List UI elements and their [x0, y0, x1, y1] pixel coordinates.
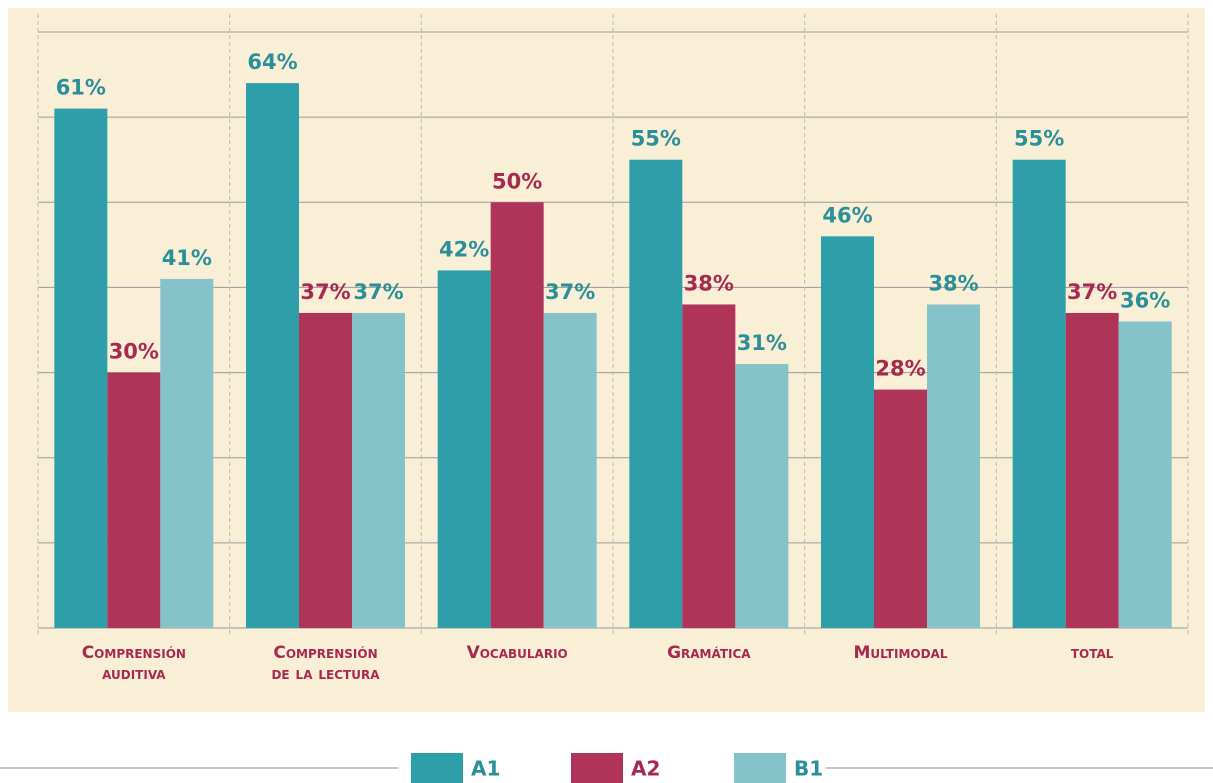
value-label: 30%	[109, 340, 159, 364]
value-label: 42%	[439, 237, 489, 261]
value-label: 55%	[1014, 127, 1064, 151]
value-label: 37%	[1067, 280, 1117, 304]
value-label: 61%	[56, 76, 106, 100]
bar	[1065, 312, 1119, 628]
x-tick-label: Vocabulario	[467, 643, 568, 663]
bar	[160, 278, 214, 628]
value-label: 41%	[162, 246, 212, 270]
legend-label: A1	[471, 757, 500, 781]
bar	[874, 389, 927, 628]
bar	[735, 364, 789, 628]
value-label: 46%	[822, 203, 872, 227]
bar	[490, 202, 544, 629]
value-label: 55%	[631, 127, 681, 151]
value-label: 37%	[545, 280, 595, 304]
bar	[107, 372, 161, 628]
value-label: 37%	[300, 280, 350, 304]
legend-swatch	[571, 753, 623, 783]
legend-label: A2	[631, 757, 660, 781]
x-tick-label-line: de la lectura	[271, 664, 380, 684]
value-label: 38%	[928, 271, 978, 295]
bar	[682, 304, 736, 628]
x-tick-label: Comprensión de la lectura	[271, 643, 380, 684]
bar	[927, 304, 980, 628]
value-label: 64%	[247, 50, 297, 74]
x-tick-label-line: Comprensión	[82, 643, 186, 663]
value-label: 38%	[684, 271, 734, 295]
legend-label: B1	[794, 757, 823, 781]
legend-swatch	[411, 753, 463, 783]
x-tick-label: Gramática	[667, 643, 751, 663]
x-tick-label: Comprensión auditiva	[82, 643, 186, 684]
value-label: 31%	[737, 331, 787, 355]
bar	[299, 312, 352, 628]
value-label: 50%	[492, 169, 542, 193]
bar	[821, 236, 874, 629]
bar	[543, 312, 597, 628]
x-tick-label-line: auditiva	[102, 664, 166, 684]
x-tick-label: total	[1071, 643, 1114, 663]
value-label: 36%	[1120, 288, 1170, 312]
bar	[1118, 321, 1172, 628]
bar	[437, 270, 491, 628]
value-label: 28%	[875, 357, 925, 381]
legend-swatch	[734, 753, 786, 783]
bar	[352, 312, 405, 628]
value-label: 37%	[353, 280, 403, 304]
bar	[54, 108, 108, 629]
x-tick-label-line: Comprensión	[273, 643, 377, 663]
bar	[629, 159, 683, 628]
bar	[246, 83, 299, 629]
bar	[1012, 159, 1066, 628]
x-tick-label: Multimodal	[853, 643, 947, 663]
